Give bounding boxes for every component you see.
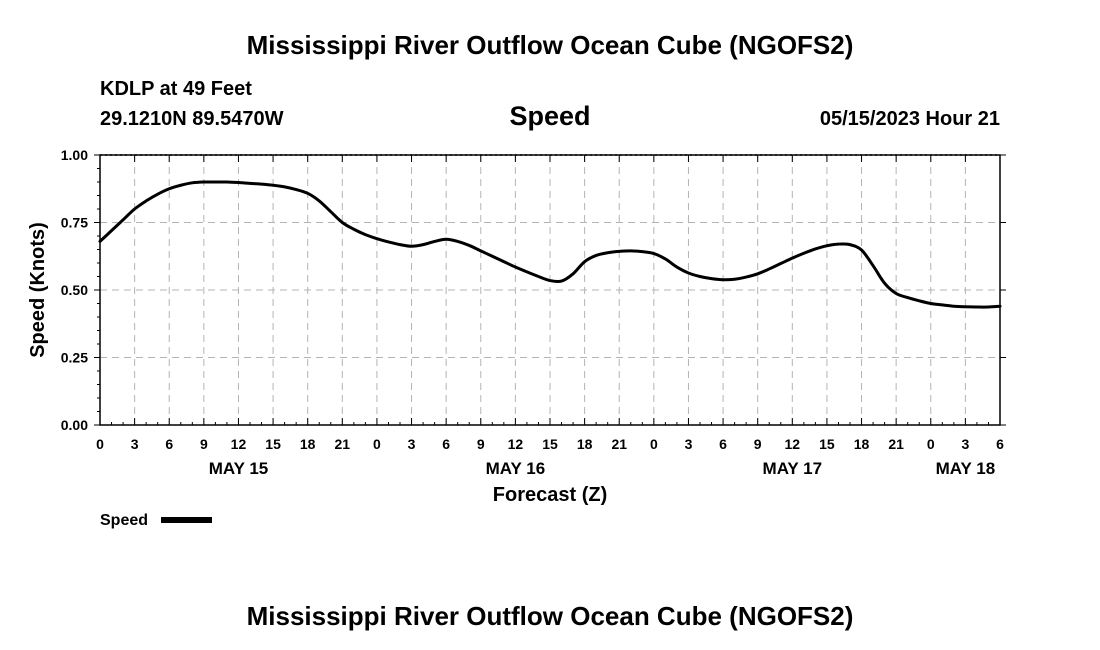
x-tick-label: 3 xyxy=(961,436,969,452)
coordinates-label: 29.1210N 89.5470W xyxy=(100,108,284,130)
x-tick-label: 21 xyxy=(335,436,351,452)
y-axis-label: Speed (Knots) xyxy=(27,222,49,358)
day-label: MAY 17 xyxy=(763,459,823,478)
legend: Speed xyxy=(100,512,212,529)
x-tick-label: 0 xyxy=(927,436,935,452)
y-tick-label: 0.25 xyxy=(61,350,88,366)
y-tick-label: 0.00 xyxy=(61,417,88,433)
x-tick-label: 18 xyxy=(577,436,593,452)
x-tick-label: 21 xyxy=(611,436,627,452)
y-tick-labels: 0.00 0.25 0.50 0.75 1.00 xyxy=(61,147,88,433)
chart-subtitle: Speed xyxy=(509,101,590,131)
day-label: MAY 15 xyxy=(209,459,269,478)
x-tick-label: 21 xyxy=(888,436,904,452)
legend-swatch xyxy=(161,517,212,523)
x-tick-label: 6 xyxy=(165,436,173,452)
legend-label: Speed xyxy=(100,512,148,529)
footer-title: Mississippi River Outflow Ocean Cube (NG… xyxy=(247,601,854,631)
x-tick-label: 6 xyxy=(996,436,1004,452)
y-tick-label: 0.75 xyxy=(61,215,88,231)
x-tick-label: 0 xyxy=(650,436,658,452)
day-label: MAY 18 xyxy=(936,459,996,478)
station-label: KDLP at 49 Feet xyxy=(100,78,252,100)
x-tick-label: 12 xyxy=(785,436,801,452)
x-tick-label: 12 xyxy=(508,436,524,452)
x-tick-label: 15 xyxy=(265,436,281,452)
x-tick-label: 0 xyxy=(373,436,381,452)
y-tick-label: 1.00 xyxy=(61,147,88,163)
x-tick-label: 6 xyxy=(442,436,450,452)
day-labels: MAY 15 MAY 16 MAY 17 MAY 18 xyxy=(209,459,995,478)
plot-frame xyxy=(99,154,1001,426)
chart-title: Mississippi River Outflow Ocean Cube (NG… xyxy=(247,30,854,60)
x-tick-label: 18 xyxy=(854,436,870,452)
x-tick-label: 9 xyxy=(200,436,208,452)
x-tick-label: 0 xyxy=(96,436,104,452)
speed-series-line xyxy=(98,180,1002,309)
x-tick-label: 9 xyxy=(477,436,485,452)
x-tick-label: 9 xyxy=(754,436,762,452)
forecast-datetime: 05/15/2023 Hour 21 xyxy=(820,108,1000,130)
grid-lines xyxy=(100,154,1000,425)
day-label: MAY 16 xyxy=(486,459,546,478)
x-tick-label: 18 xyxy=(300,436,316,452)
x-tick-label: 3 xyxy=(685,436,693,452)
x-axis-label: Forecast (Z) xyxy=(493,484,607,506)
x-tick-label: 6 xyxy=(719,436,727,452)
x-tick-label: 15 xyxy=(542,436,558,452)
x-tick-labels: 0 3 6 9 12 15 18 21 0 3 6 9 12 15 18 21 0 3 6 9 12 15 18 21 0 3 6 xyxy=(96,436,1004,452)
x-tick-label: 3 xyxy=(408,436,416,452)
x-tick-label: 3 xyxy=(131,436,139,452)
x-tick-label: 15 xyxy=(819,436,835,452)
y-tick-label: 0.50 xyxy=(61,282,88,298)
x-tick-label: 12 xyxy=(231,436,247,452)
